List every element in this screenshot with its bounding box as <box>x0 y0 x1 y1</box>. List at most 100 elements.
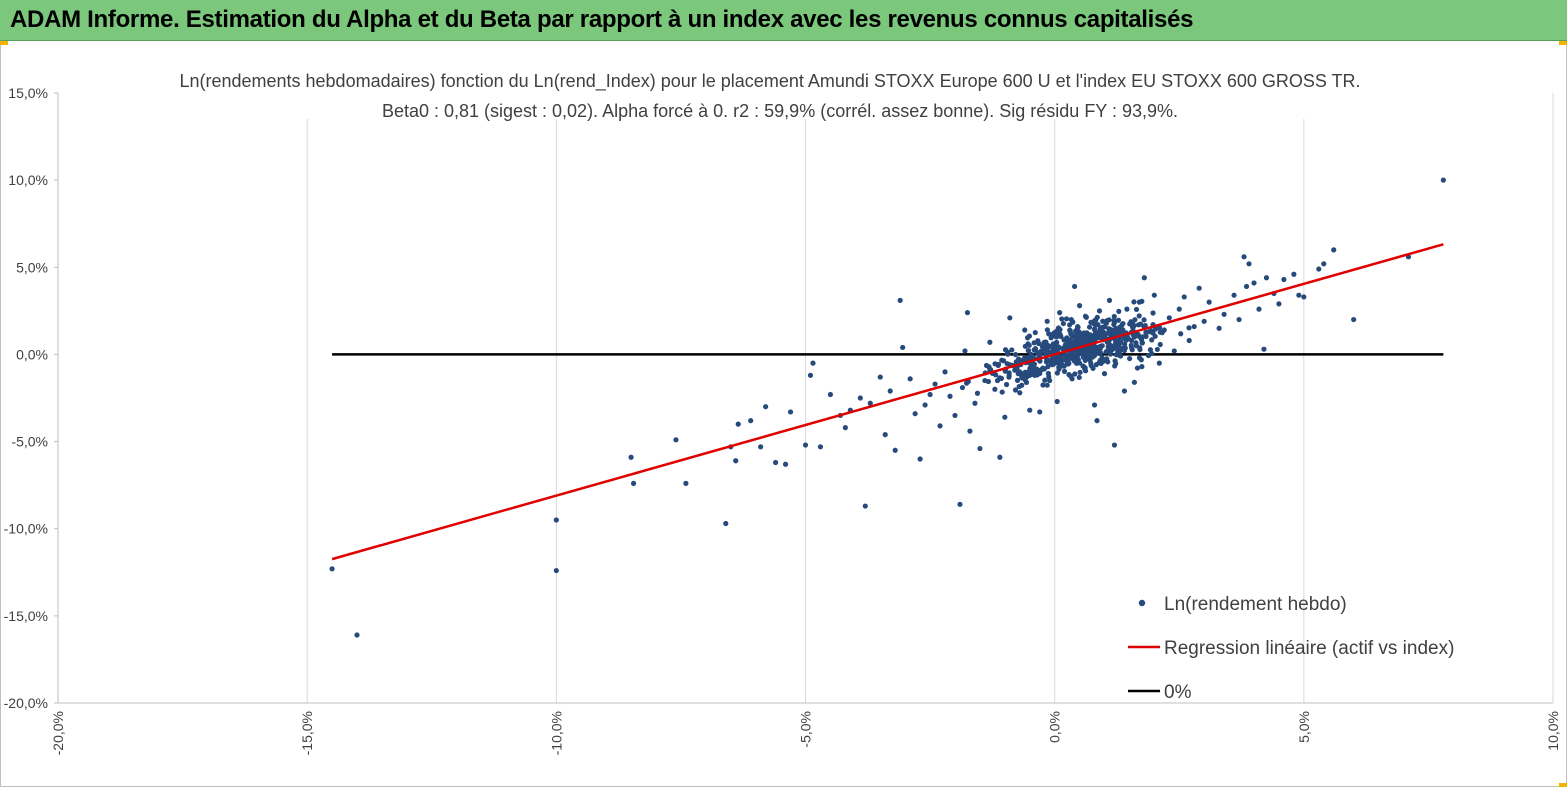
data-point <box>957 501 963 507</box>
data-point <box>1139 298 1145 304</box>
page-title: ADAM Informe. Estimation du Alpha et du … <box>10 6 1194 33</box>
data-point <box>1075 323 1081 330</box>
data-point <box>763 404 769 410</box>
data-point <box>1043 339 1049 345</box>
data-point <box>1301 294 1307 300</box>
data-point <box>810 360 816 366</box>
data-point <box>985 378 992 385</box>
data-point <box>1120 327 1126 333</box>
legend-label-zero: 0% <box>1164 682 1192 703</box>
data-point <box>1004 361 1010 367</box>
tick-labels: -20,0% -15,0% -10,0% -5,0% 0,0% 5,0% 10,0% -20,… <box>4 85 1561 755</box>
x-tick-label: 5,0% <box>1296 711 1312 743</box>
corner-marker-left <box>0 41 8 45</box>
data-point <box>1063 357 1070 363</box>
data-point <box>952 412 958 419</box>
legend: Ln(rendement hebdo) Regression linéaire … <box>1128 594 1454 703</box>
data-point <box>1133 340 1139 346</box>
data-point <box>1440 177 1446 183</box>
data-point <box>1072 371 1078 377</box>
data-point <box>1127 321 1133 327</box>
data-point <box>1143 329 1149 335</box>
data-point <box>1051 346 1057 353</box>
data-point <box>1037 409 1043 415</box>
data-point <box>630 480 637 486</box>
data-point <box>733 458 739 464</box>
data-point <box>1151 292 1157 298</box>
data-point <box>1171 348 1177 354</box>
data-point <box>1140 334 1146 340</box>
data-point <box>628 454 634 460</box>
data-point <box>1035 338 1041 344</box>
data-point <box>992 361 998 367</box>
x-tick-label: -20,0% <box>50 711 66 755</box>
data-point <box>1026 342 1032 348</box>
data-point <box>723 520 729 527</box>
data-point <box>1236 316 1242 323</box>
data-point <box>1134 365 1141 371</box>
data-point <box>1044 327 1050 333</box>
chart-title-line-1: Ln(rendements hebdomadaires) fonction du… <box>179 71 1360 92</box>
data-point <box>1014 377 1021 383</box>
data-point <box>1024 335 1031 341</box>
data-point <box>932 381 938 387</box>
data-point <box>1086 347 1092 353</box>
data-point <box>1091 335 1097 342</box>
data-point <box>1073 329 1079 335</box>
data-point <box>1351 316 1357 323</box>
data-point <box>1196 285 1202 291</box>
data-point <box>1159 330 1165 336</box>
data-point <box>1113 343 1119 349</box>
data-point <box>1157 341 1163 348</box>
title-background <box>165 59 1425 119</box>
data-point <box>1051 329 1058 336</box>
data-point <box>1061 368 1068 374</box>
data-point <box>1127 355 1133 362</box>
data-point <box>1124 306 1130 312</box>
data-point <box>1097 351 1103 357</box>
data-point <box>1104 318 1110 324</box>
data-point <box>907 376 913 382</box>
corner-marker-bottom-right <box>1559 783 1567 787</box>
data-point <box>1263 275 1270 281</box>
data-point <box>1053 358 1060 364</box>
data-point <box>1221 311 1227 317</box>
data-point <box>972 400 978 406</box>
data-point <box>1070 334 1076 340</box>
data-point <box>1166 315 1172 321</box>
data-point <box>897 297 903 303</box>
data-point <box>1032 329 1038 336</box>
data-point <box>1027 365 1033 372</box>
data-point <box>1150 330 1156 336</box>
data-point <box>1057 327 1063 333</box>
data-point <box>1092 317 1098 324</box>
data-point <box>787 409 794 415</box>
data-point <box>999 357 1005 363</box>
data-point <box>1139 364 1145 370</box>
data-point <box>1076 303 1083 309</box>
data-point <box>927 391 933 398</box>
data-point <box>1276 301 1282 307</box>
data-point <box>977 445 983 452</box>
data-point <box>1115 352 1121 358</box>
data-point <box>1129 345 1135 351</box>
x-tick-label: -10,0% <box>548 711 564 755</box>
data-point <box>1077 369 1083 375</box>
data-point <box>974 390 981 396</box>
legend-label-regression: Regression linéaire (actif vs index) <box>1164 638 1454 659</box>
data-point <box>1042 377 1048 383</box>
header-banner: ADAM Informe. Estimation du Alpha et du … <box>0 0 1567 41</box>
data-point <box>1065 344 1071 350</box>
plot-axes <box>54 92 1553 704</box>
data-point <box>1077 334 1084 340</box>
data-point <box>1054 398 1060 405</box>
data-point <box>1087 333 1093 339</box>
data-point <box>1099 343 1105 349</box>
data-point <box>999 389 1005 395</box>
data-point <box>1147 347 1153 353</box>
data-point <box>1040 365 1046 371</box>
data-point <box>1027 407 1033 413</box>
data-point <box>1049 357 1055 363</box>
data-point <box>1243 283 1250 290</box>
data-point <box>1135 331 1141 338</box>
